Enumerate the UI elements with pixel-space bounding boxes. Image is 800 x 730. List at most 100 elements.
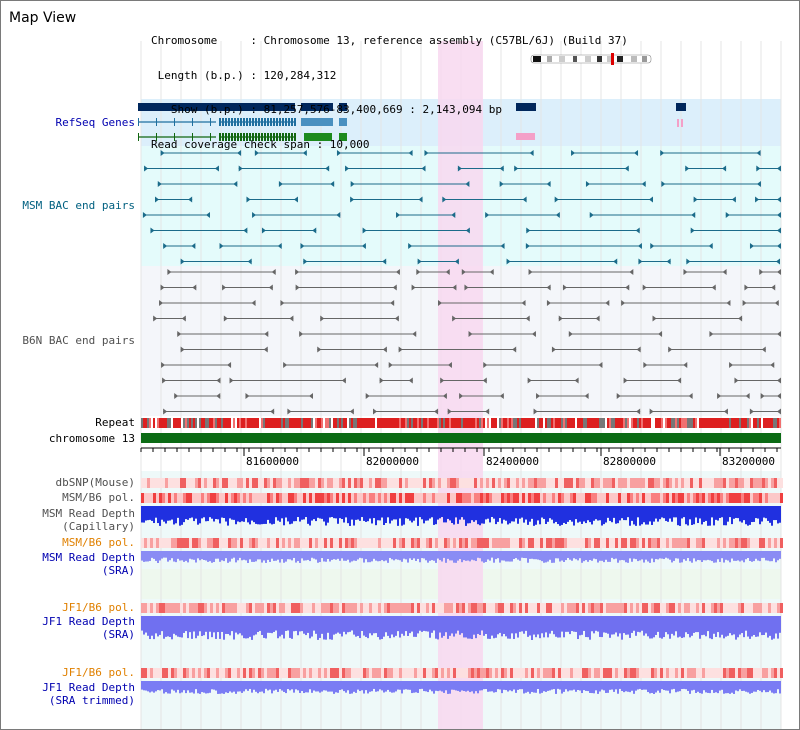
polymorphism-mark (225, 493, 228, 503)
repeat-mark (749, 418, 751, 428)
polymorphism-mark (186, 668, 189, 678)
polymorphism-mark (441, 668, 444, 678)
polymorphism-mark (507, 668, 510, 678)
read-depth-bar (685, 616, 687, 633)
polymorphism-mark (582, 538, 585, 548)
gene-exon (222, 133, 224, 141)
read-depth-bar (753, 616, 755, 635)
polymorphism-mark (744, 538, 747, 548)
read-depth-bar (429, 551, 431, 561)
polymorphism-mark (720, 668, 723, 678)
polymorphism-mark (219, 668, 222, 678)
read-depth-bar (455, 551, 457, 563)
polymorphism-mark (447, 603, 450, 613)
polymorphism-mark (753, 478, 756, 488)
repeat-mark (389, 418, 391, 428)
read-depth-bar (407, 681, 409, 690)
bac-end-arrow (162, 377, 167, 384)
repeat-mark (725, 418, 727, 428)
polymorphism-mark (699, 603, 702, 613)
polymorphism-mark (780, 538, 783, 548)
bac-end-arrow (551, 346, 556, 353)
read-depth-bar (313, 506, 315, 520)
polymorphism-mark (681, 493, 684, 503)
polymorphism-mark (774, 478, 777, 488)
polymorphism-mark (183, 538, 186, 548)
read-depth-bar (763, 616, 765, 635)
read-depth-bar (169, 616, 171, 638)
polymorphism-mark (216, 478, 219, 488)
polymorphism-mark (198, 668, 201, 678)
polymorphism-mark (444, 603, 447, 613)
read-depth-bar (699, 616, 701, 639)
read-depth-bar (433, 616, 435, 631)
read-depth-bar (521, 551, 523, 558)
repeat-mark (165, 418, 167, 428)
polymorphism-mark (225, 478, 228, 488)
polymorphism-mark (708, 668, 711, 678)
gene-exon (252, 118, 254, 126)
read-depth-bar (551, 681, 553, 690)
read-depth-bar (415, 681, 417, 693)
polymorphism-mark (150, 668, 153, 678)
repeat-mark (269, 418, 271, 428)
read-depth-bar (779, 681, 781, 694)
repeat-mark (449, 418, 451, 428)
read-depth-bar (163, 616, 165, 639)
bac-end-arrow (677, 377, 682, 384)
polymorphism-mark (744, 603, 747, 613)
read-depth-bar (579, 551, 581, 559)
read-depth-bar (403, 616, 405, 636)
bac-end-arrow (661, 181, 666, 187)
read-depth-bar (459, 681, 461, 692)
read-depth-bar (239, 551, 241, 558)
bac-end-arrow (489, 269, 494, 275)
read-depth-bar (325, 506, 327, 526)
track-label-msm-b6-pol-2: MSM/B6 pol. (62, 536, 135, 549)
repeat-mark (195, 418, 197, 428)
read-depth-bar (759, 551, 761, 562)
read-depth-bar (369, 551, 371, 563)
polymorphism-mark (447, 493, 450, 503)
read-depth-bar (283, 551, 285, 563)
polymorphism-mark (249, 538, 252, 548)
repeat-mark (225, 418, 227, 428)
polymorphism-mark (729, 603, 732, 613)
polymorphism-mark (714, 493, 717, 503)
read-depth-bar (751, 551, 753, 562)
read-depth-bar (333, 551, 335, 560)
read-depth-bar (341, 551, 343, 559)
read-depth-bar (245, 616, 247, 639)
read-depth-bar (277, 551, 279, 560)
polymorphism-mark (426, 668, 429, 678)
read-depth-bar (217, 551, 219, 559)
read-depth-bar (293, 506, 295, 522)
polymorphism-mark (453, 478, 456, 488)
bac-end-arrow (442, 393, 447, 399)
polymorphism-mark (621, 538, 624, 548)
read-depth-bar (513, 506, 515, 522)
read-depth-bar (265, 551, 267, 563)
polymorphism-mark (669, 603, 672, 613)
read-depth-bar (643, 506, 645, 523)
polymorphism-mark (741, 478, 744, 488)
gene-exon (291, 133, 293, 141)
repeat-mark (235, 418, 237, 428)
read-depth-bar (141, 681, 143, 690)
read-depth-bar (705, 506, 707, 521)
repeat-mark (553, 418, 555, 428)
polymorphism-mark (615, 493, 618, 503)
read-depth-bar (525, 506, 527, 520)
bac-end-arrow (624, 165, 629, 172)
read-depth-bar (201, 681, 203, 693)
bac-end-arrow (372, 408, 377, 415)
read-depth-bar (579, 681, 581, 691)
polymorphism-mark (774, 538, 777, 548)
polymorphism-mark (750, 603, 753, 613)
polymorphism-mark (678, 538, 681, 548)
read-depth-bar (609, 681, 611, 690)
bac-end-arrow (648, 196, 653, 203)
read-depth-bar (583, 551, 585, 562)
read-depth-bar (415, 551, 417, 561)
